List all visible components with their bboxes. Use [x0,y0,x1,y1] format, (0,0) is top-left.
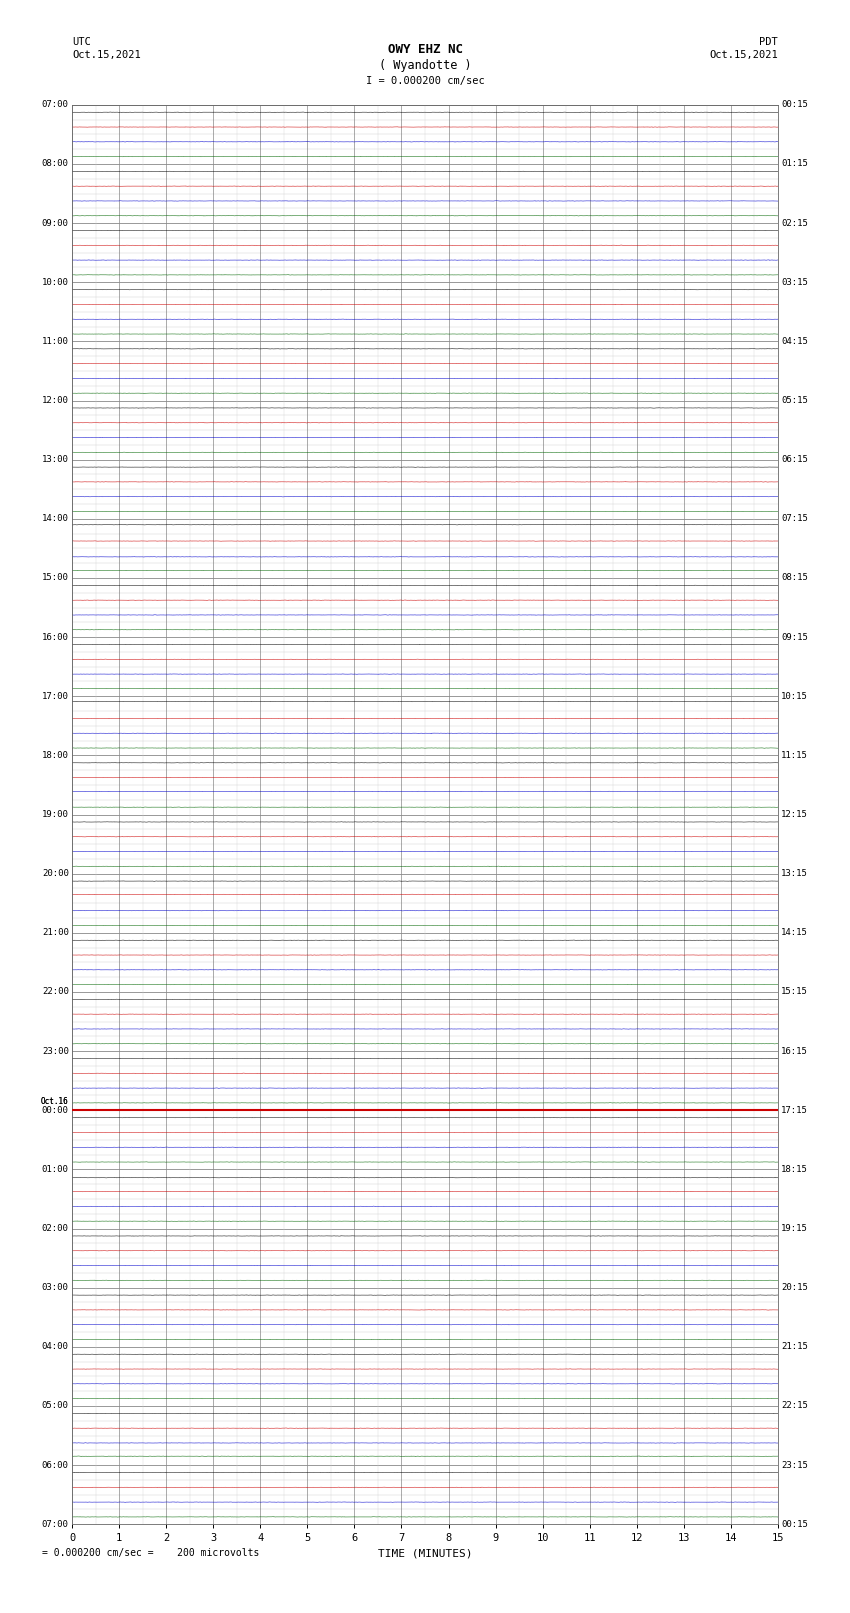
Text: 12:15: 12:15 [781,810,808,819]
Text: 16:00: 16:00 [42,632,69,642]
Text: 18:00: 18:00 [42,752,69,760]
Text: 00:15: 00:15 [781,100,808,110]
Text: 07:15: 07:15 [781,515,808,523]
Text: 01:15: 01:15 [781,160,808,168]
Text: 22:15: 22:15 [781,1402,808,1410]
Text: ( Wyandotte ): ( Wyandotte ) [379,58,471,73]
Text: 02:00: 02:00 [42,1224,69,1232]
Text: 10:15: 10:15 [781,692,808,700]
Text: 21:00: 21:00 [42,929,69,937]
Text: 07:00: 07:00 [42,100,69,110]
Text: UTC: UTC [72,37,91,47]
Text: I = 0.000200 cm/sec: I = 0.000200 cm/sec [366,76,484,85]
Text: 15:15: 15:15 [781,987,808,997]
Text: 06:15: 06:15 [781,455,808,465]
Text: 14:00: 14:00 [42,515,69,523]
Text: 01:00: 01:00 [42,1165,69,1174]
Text: Oct.15,2021: Oct.15,2021 [72,50,141,60]
Text: Oct.15,2021: Oct.15,2021 [709,50,778,60]
Text: 00:15: 00:15 [781,1519,808,1529]
Text: 08:00: 08:00 [42,160,69,168]
Text: 23:00: 23:00 [42,1047,69,1055]
Text: 19:00: 19:00 [42,810,69,819]
Text: 13:00: 13:00 [42,455,69,465]
Text: 19:15: 19:15 [781,1224,808,1232]
Text: 04:00: 04:00 [42,1342,69,1352]
Text: 08:15: 08:15 [781,574,808,582]
Text: Oct.16: Oct.16 [41,1097,69,1107]
Text: 09:00: 09:00 [42,219,69,227]
Text: 07:00: 07:00 [42,1519,69,1529]
Text: 23:15: 23:15 [781,1461,808,1469]
Text: 11:00: 11:00 [42,337,69,345]
Text: 06:00: 06:00 [42,1461,69,1469]
Text: 15:00: 15:00 [42,574,69,582]
Text: 03:15: 03:15 [781,277,808,287]
Text: 16:15: 16:15 [781,1047,808,1055]
Text: 05:00: 05:00 [42,1402,69,1410]
Text: = 0.000200 cm/sec =    200 microvolts: = 0.000200 cm/sec = 200 microvolts [42,1548,260,1558]
Text: 12:00: 12:00 [42,397,69,405]
Text: 03:00: 03:00 [42,1284,69,1292]
Text: 22:00: 22:00 [42,987,69,997]
Text: 11:15: 11:15 [781,752,808,760]
Text: PDT: PDT [759,37,778,47]
Text: 20:15: 20:15 [781,1284,808,1292]
Text: 18:15: 18:15 [781,1165,808,1174]
Text: 00:00: 00:00 [42,1107,69,1115]
Text: 21:15: 21:15 [781,1342,808,1352]
Text: 02:15: 02:15 [781,219,808,227]
Text: Oct.16: Oct.16 [41,1097,69,1107]
X-axis label: TIME (MINUTES): TIME (MINUTES) [377,1548,473,1558]
Text: 20:00: 20:00 [42,869,69,877]
Text: 05:15: 05:15 [781,397,808,405]
Text: 17:15: 17:15 [781,1107,808,1115]
Text: 13:15: 13:15 [781,869,808,877]
Text: 10:00: 10:00 [42,277,69,287]
Text: 04:15: 04:15 [781,337,808,345]
Text: OWY EHZ NC: OWY EHZ NC [388,44,462,56]
Text: 17:00: 17:00 [42,692,69,700]
Text: 14:15: 14:15 [781,929,808,937]
Text: 09:15: 09:15 [781,632,808,642]
